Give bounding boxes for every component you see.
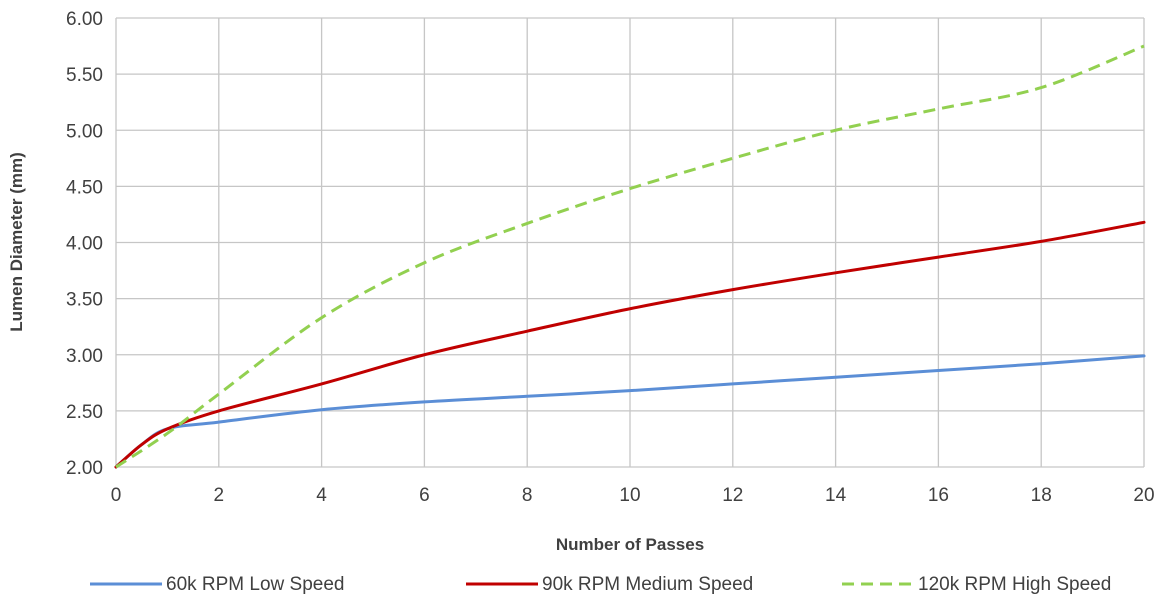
x-tick-label: 20 <box>1133 485 1154 506</box>
y-tick-label: 4.00 <box>66 234 103 255</box>
y-tick-label: 2.50 <box>66 402 103 423</box>
x-tick-label: 4 <box>316 485 327 506</box>
y-tick-label: 5.50 <box>66 65 103 86</box>
series-layer <box>114 44 1146 469</box>
y-tick-label: 4.50 <box>66 177 103 198</box>
y-tick-label: 3.50 <box>66 290 103 311</box>
x-axis-title: Number of Passes <box>556 535 704 554</box>
x-tick-label: 16 <box>928 485 949 506</box>
x-tick-label: 10 <box>619 485 640 506</box>
x-tick-labels: 0 2 4 6 8 10 12 14 16 18 20 <box>111 485 1155 506</box>
y-axis-title: Lumen Diameter (mm) <box>7 152 26 331</box>
x-tick-label: 14 <box>825 485 847 506</box>
x-tick-label: 0 <box>111 485 122 506</box>
x-tick-label: 12 <box>722 485 743 506</box>
y-tick-labels: 2.00 2.50 3.00 3.50 4.00 4.50 5.00 5.50 6.00 <box>66 9 103 479</box>
series-line-0 <box>114 354 1146 469</box>
legend-label-0: 60k RPM Low Speed <box>166 574 345 595</box>
series-line-2 <box>115 44 1145 469</box>
y-tick-label: 3.00 <box>66 346 103 367</box>
legend-label-1: 90k RPM Medium Speed <box>542 574 753 595</box>
legend: 60k RPM Low Speed 90k RPM Medium Speed 120… <box>90 574 1111 595</box>
y-tick-label: 6.00 <box>66 9 103 30</box>
y-tick-label: 5.00 <box>66 121 103 142</box>
grid <box>115 17 1145 468</box>
x-tick-label: 6 <box>419 485 430 506</box>
legend-label-2: 120k RPM High Speed <box>918 574 1111 595</box>
x-tick-label: 8 <box>522 485 533 506</box>
x-tick-label: 18 <box>1031 485 1052 506</box>
x-tick-label: 2 <box>214 485 225 506</box>
y-tick-label: 2.00 <box>66 458 103 479</box>
